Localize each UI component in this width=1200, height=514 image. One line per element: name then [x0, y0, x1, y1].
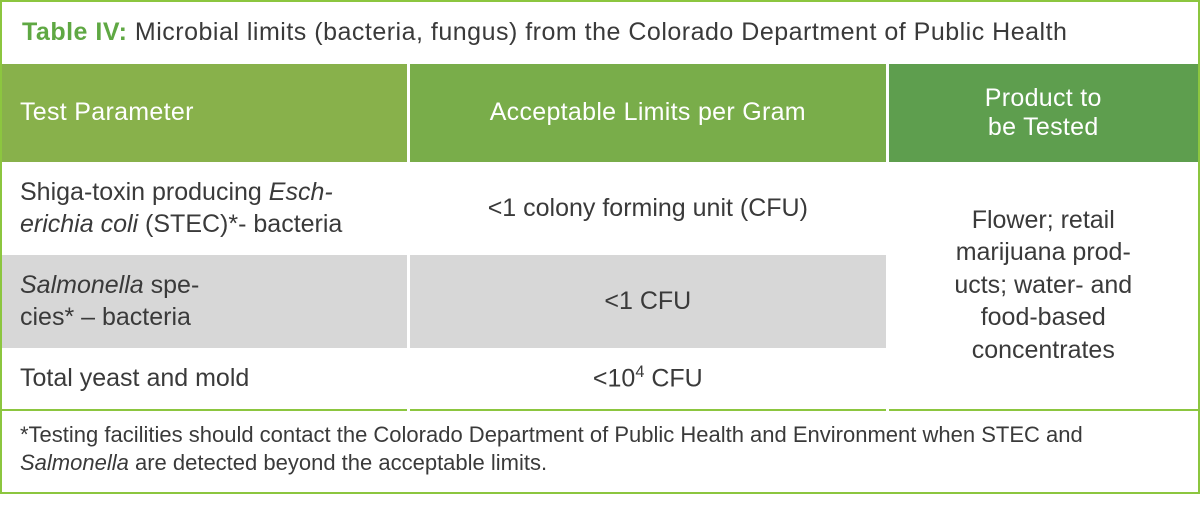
table-caption-text: Microbial limits (bacteria, fungus) from… — [127, 18, 1067, 46]
cell-limit: <1 colony forming unit (CFU) — [409, 162, 887, 255]
cell-param: Salmonella spe-cies* – bacteria — [2, 255, 409, 348]
header-product-tested: Product tobe Tested — [887, 64, 1198, 162]
header-acceptable-limits: Acceptable Limits per Gram — [409, 64, 887, 162]
cell-param: Total yeast and mold — [2, 348, 409, 410]
table-body: Shiga-toxin producing Esch-erichia coli … — [2, 162, 1198, 492]
cell-param: Shiga-toxin producing Esch-erichia coli … — [2, 162, 409, 255]
cell-limit: <104 CFU — [409, 348, 887, 410]
footnote-row: *Testing facilities should contact the C… — [2, 410, 1198, 492]
header-row: Test Parameter Acceptable Limits per Gra… — [2, 64, 1198, 162]
cell-product: Flower; retailmarijuana prod-ucts; water… — [887, 162, 1198, 410]
table-container: Table IV: Microbial limits (bacteria, fu… — [0, 0, 1200, 494]
header-test-parameter: Test Parameter — [2, 64, 409, 162]
microbial-limits-table: Test Parameter Acceptable Limits per Gra… — [2, 64, 1198, 492]
cell-limit: <1 CFU — [409, 255, 887, 348]
table-caption: Table IV: Microbial limits (bacteria, fu… — [2, 2, 1198, 64]
table-row: Shiga-toxin producing Esch-erichia coli … — [2, 162, 1198, 255]
footnote-text: *Testing facilities should contact the C… — [2, 410, 1198, 492]
table-label: Table IV: — [22, 18, 127, 46]
